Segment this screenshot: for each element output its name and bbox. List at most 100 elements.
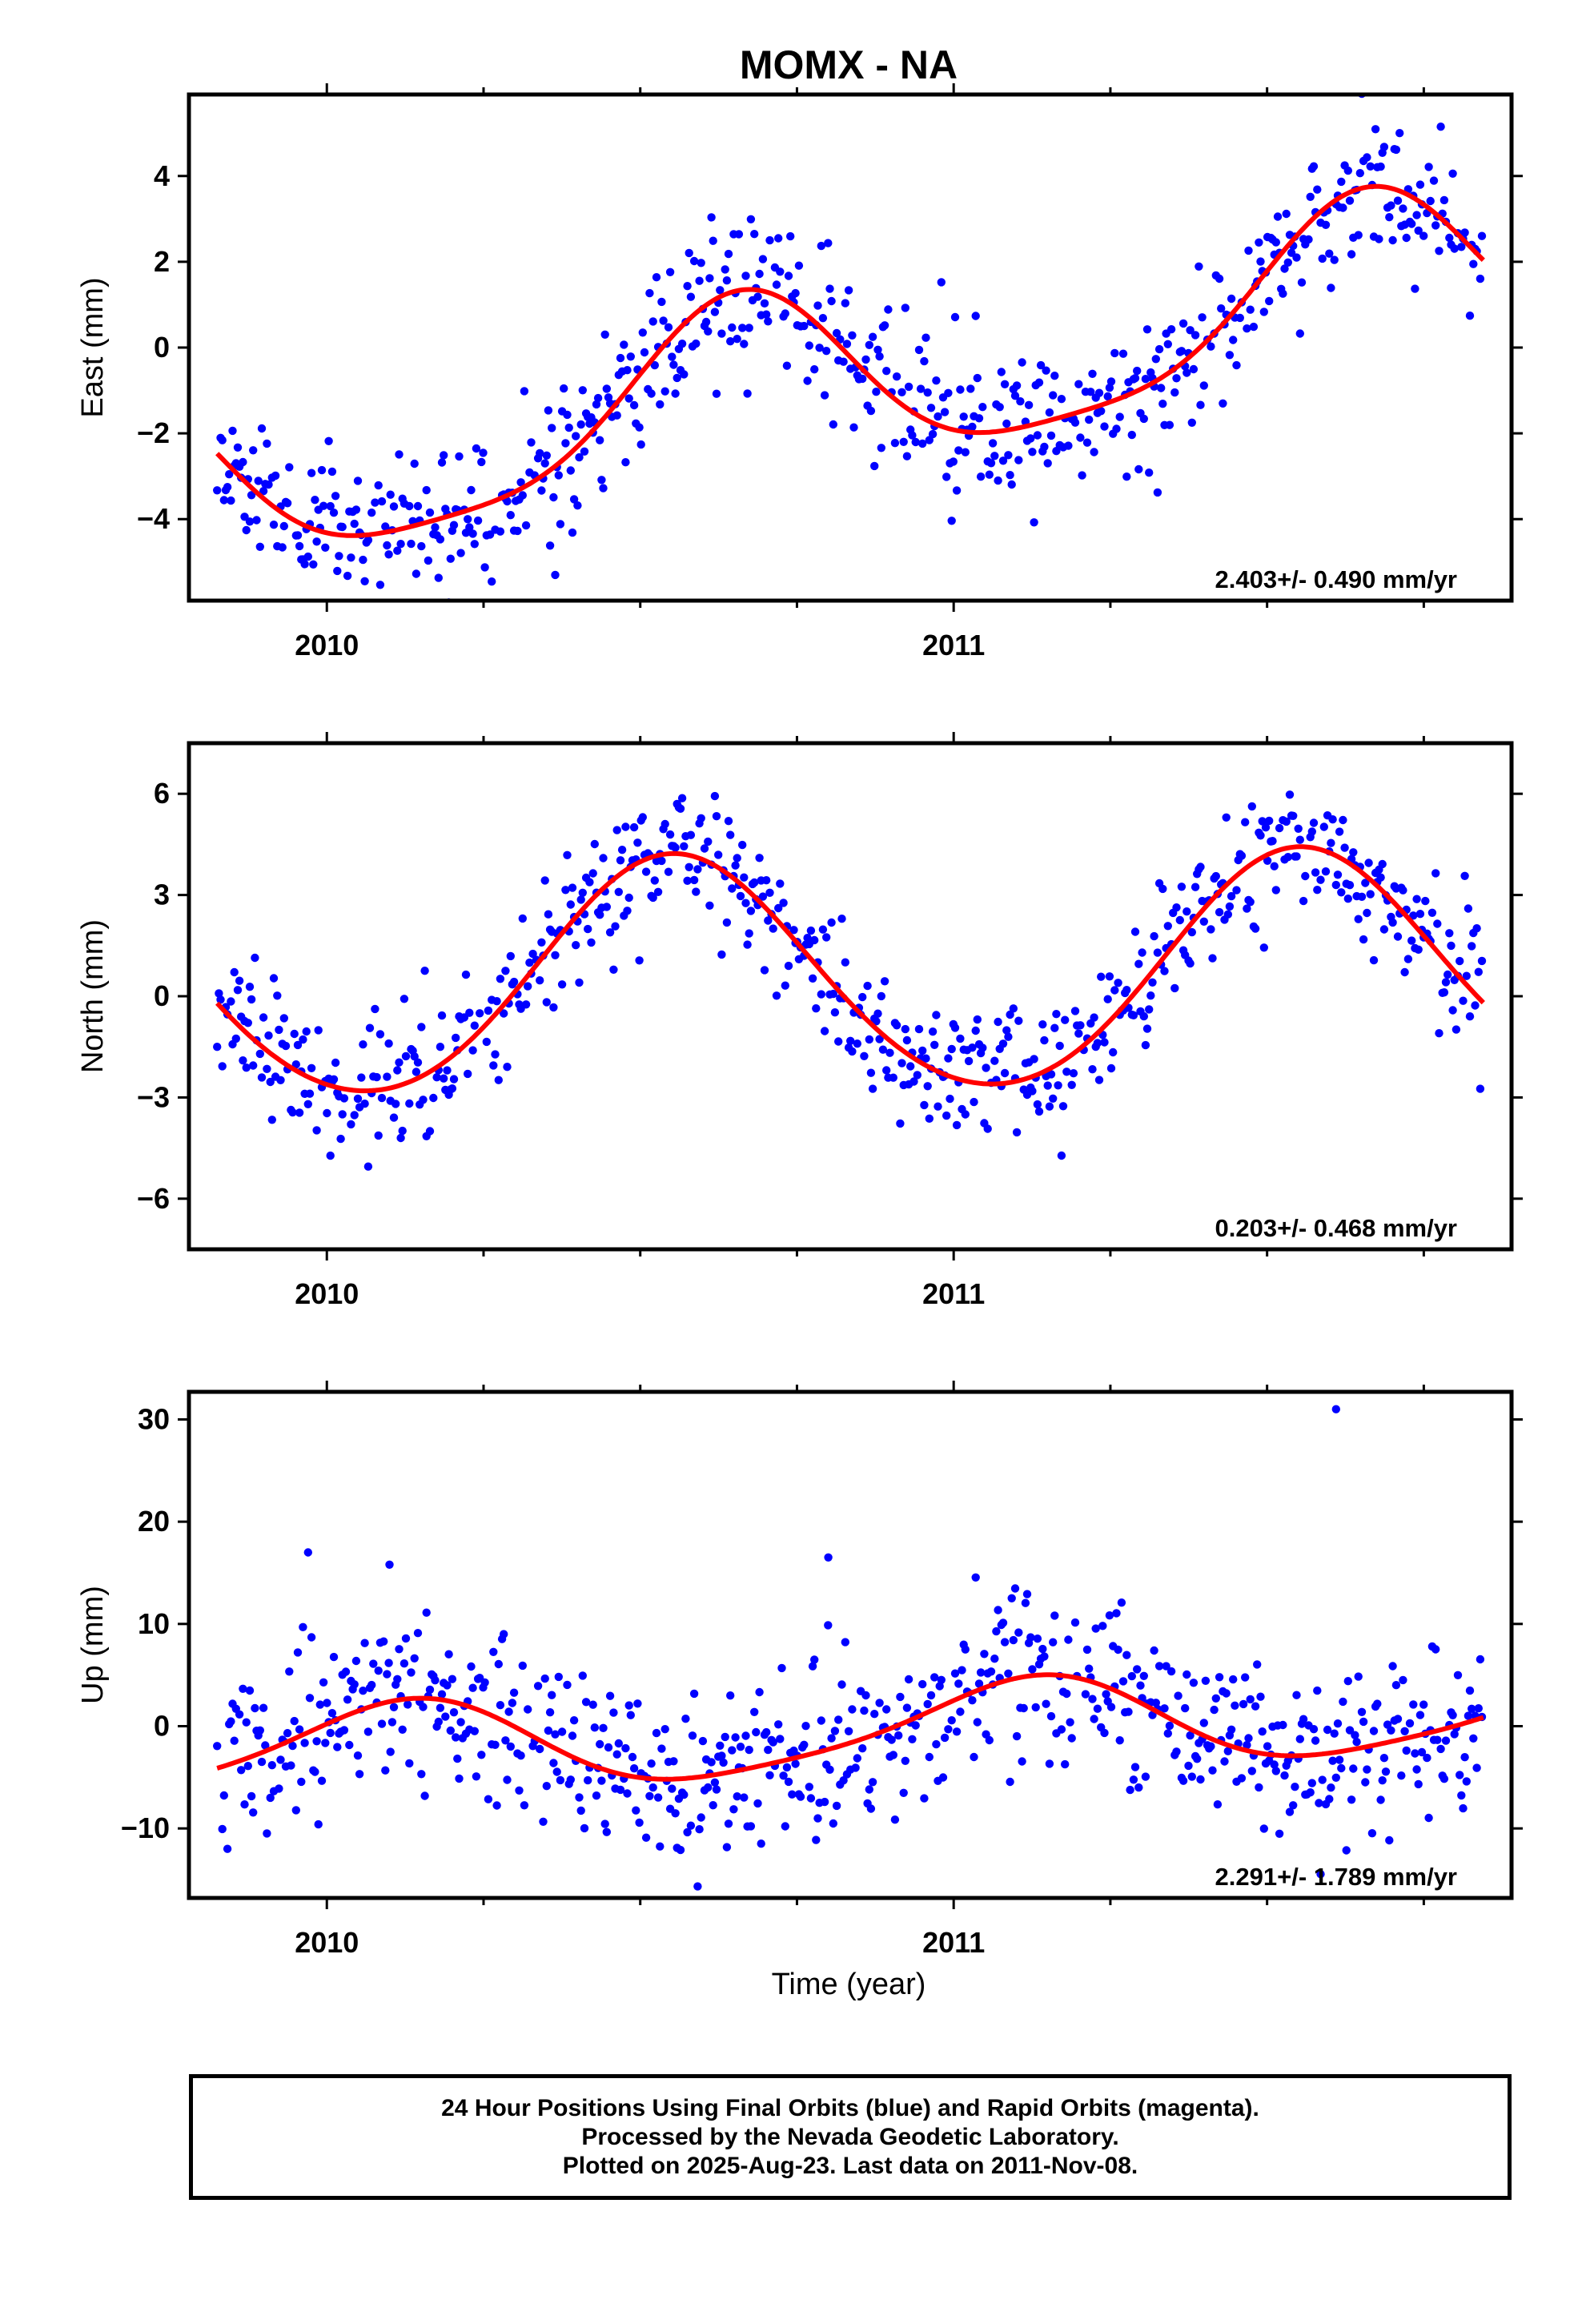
data-point — [1010, 1584, 1020, 1593]
data-point — [494, 1076, 503, 1084]
data-point — [796, 1792, 805, 1801]
data-point — [305, 1694, 315, 1703]
data-point — [717, 1751, 726, 1760]
data-point — [436, 1703, 445, 1712]
data-point — [923, 1082, 932, 1091]
data-point — [738, 324, 747, 332]
data-point — [518, 1661, 527, 1671]
data-point — [1022, 1590, 1032, 1598]
data-point — [1441, 978, 1451, 987]
data-point — [1215, 1673, 1224, 1682]
data-point — [387, 1718, 397, 1727]
data-point — [1400, 967, 1409, 977]
data-point — [1231, 1701, 1239, 1710]
data-point — [1361, 879, 1370, 887]
data-point — [956, 385, 965, 394]
data-point — [1232, 360, 1241, 370]
data-point — [314, 1026, 323, 1035]
data-point — [745, 929, 753, 938]
data-point — [235, 976, 244, 985]
data-point — [255, 1726, 264, 1735]
plot-frame — [187, 1389, 1514, 1900]
data-point — [1333, 1719, 1343, 1728]
data-point — [360, 577, 369, 585]
data-point — [1182, 368, 1191, 377]
data-point — [1407, 219, 1416, 228]
data-point — [1106, 1063, 1116, 1073]
data-point — [750, 230, 759, 239]
data-point — [281, 1041, 291, 1051]
data-point — [1244, 1734, 1253, 1743]
data-point — [733, 854, 741, 862]
data-point — [407, 1668, 416, 1677]
data-point — [536, 1744, 544, 1754]
data-point — [1036, 360, 1046, 370]
data-point — [1154, 1662, 1164, 1671]
data-point — [561, 886, 570, 895]
data-point — [1118, 349, 1128, 358]
data-point — [918, 1046, 927, 1055]
data-point — [827, 1734, 836, 1743]
data-point — [697, 814, 705, 822]
data-point — [692, 887, 701, 896]
data-point — [1352, 1738, 1361, 1747]
data-point — [623, 907, 632, 915]
data-point — [889, 1073, 898, 1082]
data-point — [1258, 817, 1267, 826]
data-point — [765, 235, 774, 245]
data-point — [990, 1655, 999, 1663]
data-point — [355, 1770, 364, 1779]
data-point — [1387, 201, 1395, 210]
data-point — [319, 501, 328, 510]
data-point — [568, 883, 577, 892]
y-tick-label: −6 — [137, 1182, 170, 1215]
scatter-points — [213, 790, 1487, 1171]
data-point — [323, 1699, 331, 1707]
data-point — [616, 856, 625, 865]
data-point — [1247, 802, 1257, 811]
data-point — [1105, 972, 1114, 981]
data-point — [932, 1011, 941, 1019]
data-point — [664, 867, 673, 876]
data-point — [235, 1710, 244, 1719]
data-point — [1457, 1791, 1466, 1800]
data-point — [1337, 177, 1346, 187]
data-point — [233, 443, 243, 452]
data-point — [1431, 221, 1440, 230]
data-point — [267, 1116, 276, 1124]
data-point — [626, 352, 635, 361]
data-point — [863, 981, 872, 991]
data-point — [978, 403, 987, 412]
data-point — [431, 1676, 440, 1685]
data-point — [1378, 859, 1387, 869]
data-point — [1067, 1734, 1076, 1743]
data-point — [820, 1797, 829, 1807]
x-tick-label: 2010 — [295, 1277, 359, 1310]
data-point — [1151, 355, 1161, 364]
data-point — [1031, 1703, 1040, 1712]
data-point — [247, 491, 256, 500]
data-point — [398, 1126, 407, 1136]
data-point — [1474, 967, 1484, 976]
data-point — [230, 967, 239, 977]
data-point — [1098, 1622, 1107, 1630]
data-point — [1024, 400, 1034, 409]
data-point — [257, 424, 267, 433]
data-point — [353, 476, 363, 485]
data-point — [1343, 166, 1353, 175]
data-point — [1193, 1755, 1202, 1763]
data-point — [1235, 313, 1245, 323]
data-point — [467, 485, 476, 495]
data-point — [500, 1630, 508, 1638]
data-point — [926, 404, 936, 412]
data-point — [1309, 162, 1319, 171]
data-point — [233, 986, 243, 995]
data-point — [1225, 351, 1235, 360]
data-point — [722, 1843, 732, 1852]
data-point — [446, 1726, 455, 1735]
data-point — [1376, 873, 1385, 882]
data-point — [897, 1059, 906, 1068]
data-point — [861, 355, 870, 364]
data-point — [1187, 418, 1197, 427]
data-point — [731, 861, 740, 870]
